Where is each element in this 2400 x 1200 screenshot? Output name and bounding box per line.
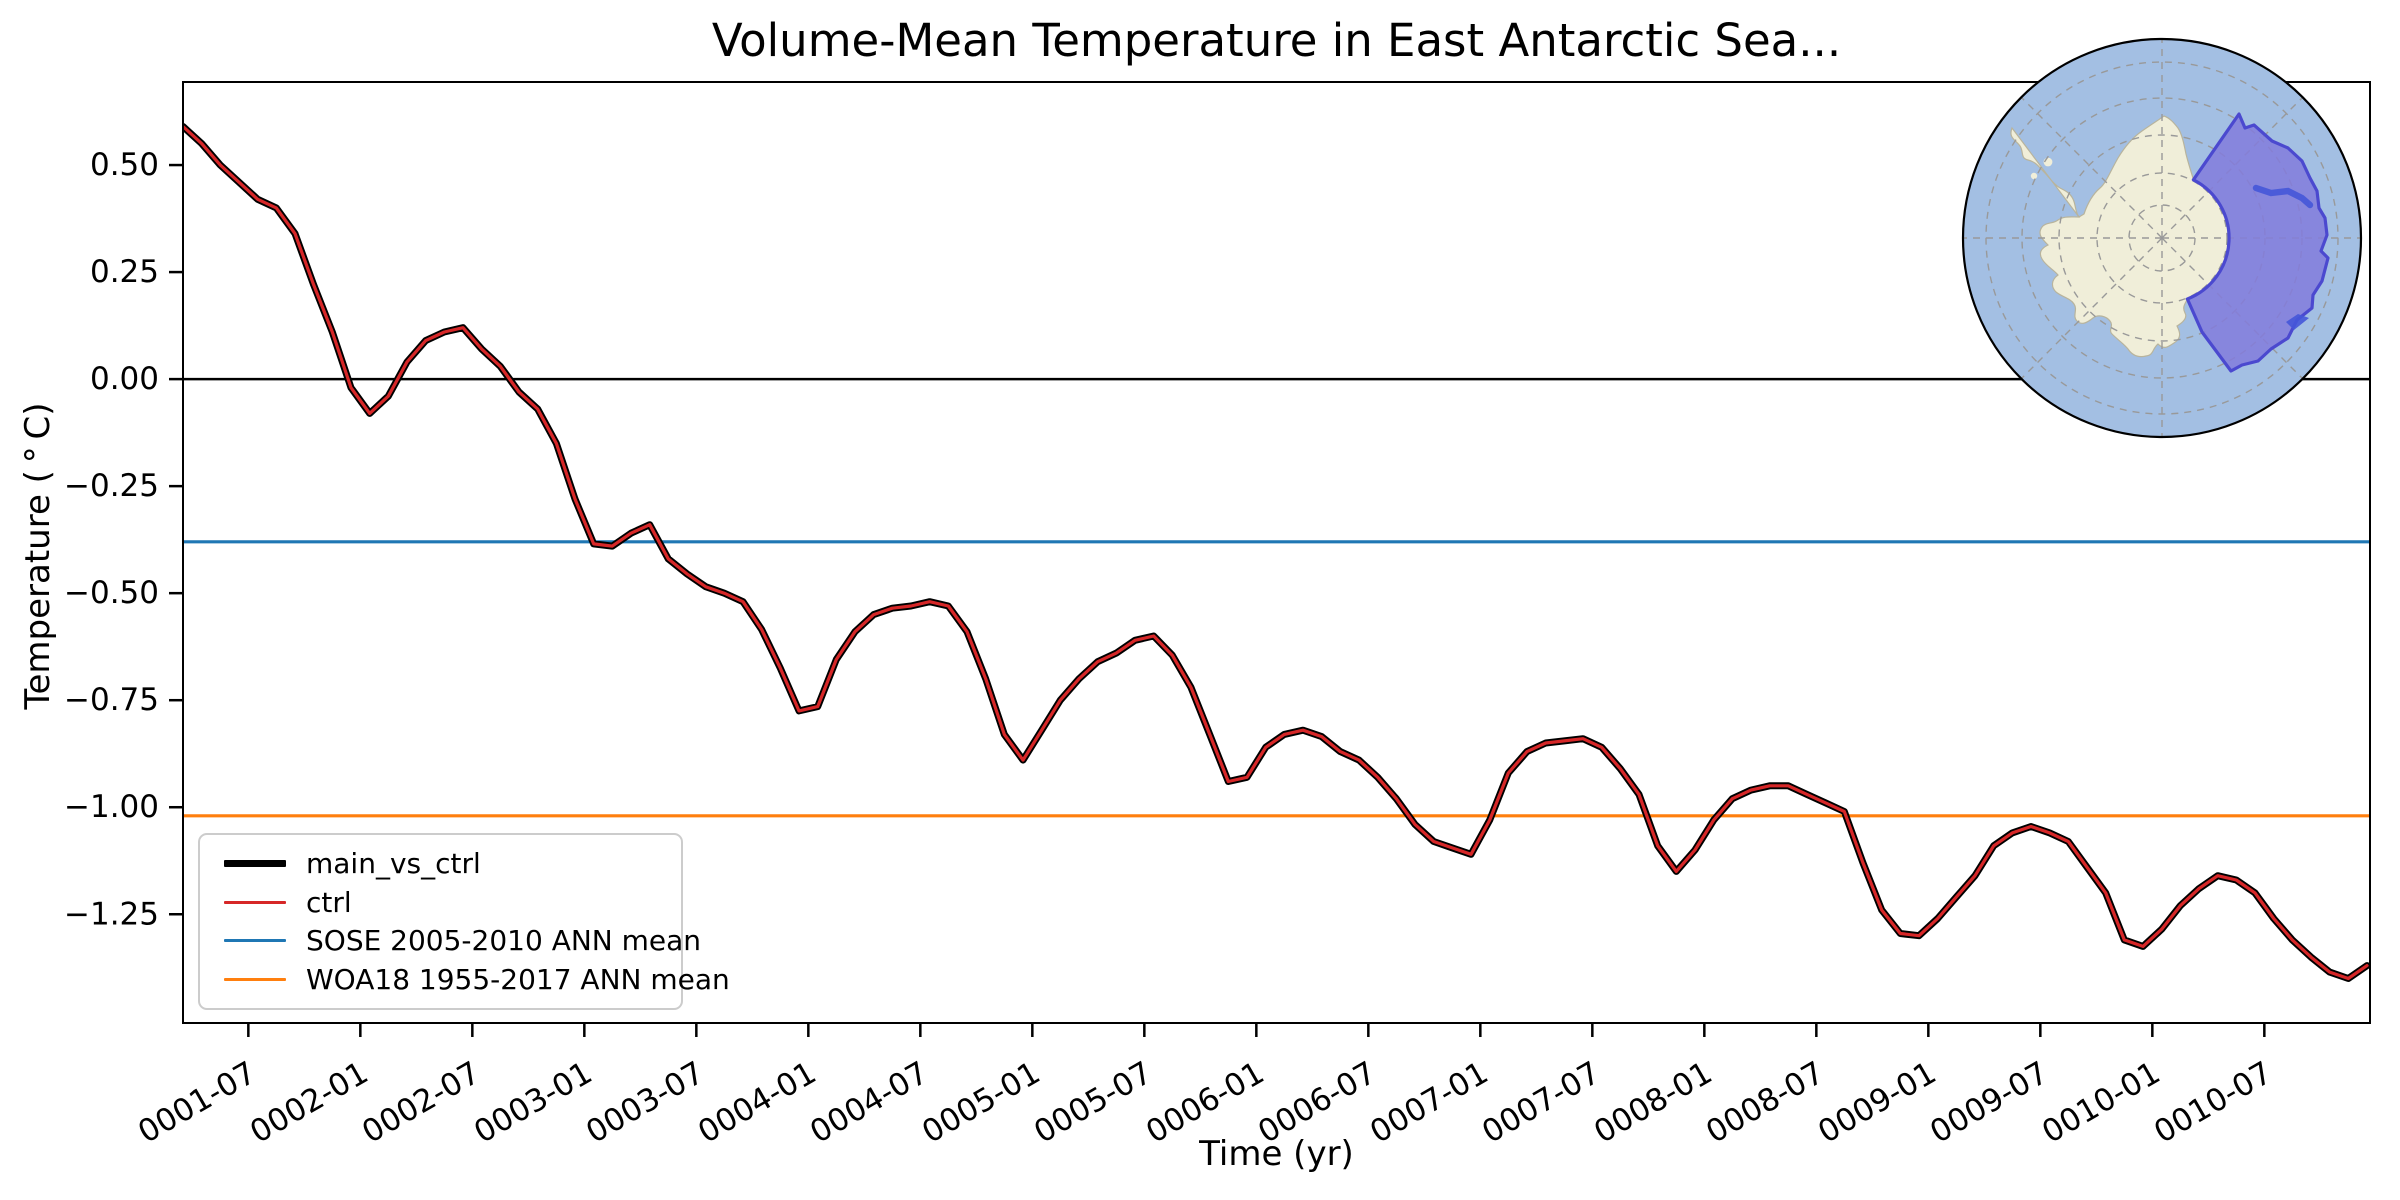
legend-line-swatch [224,900,286,904]
y-tick-label: −0.25 [64,468,159,504]
y-tick-label: 0.00 [90,361,159,397]
map-shelf-accent [2252,184,2314,209]
y-tick-label: −1.25 [64,896,159,932]
legend-entry: WOA18 1955-2017 ANN mean [200,963,730,996]
map-rim [1961,37,2363,439]
legend-label: ctrl [306,885,352,919]
map-antarctica-land [2010,115,2230,358]
legend-entry: ctrl [200,886,681,919]
legend-entry: main_vs_ctrl [200,847,681,880]
x-axis-label: Time (yr) [1199,1134,1354,1174]
legend-line-swatch [224,939,286,943]
map-island [2030,172,2038,180]
y-tick-label: 0.50 [90,147,159,183]
plot-area-content [183,123,2370,982]
legend-label: SOSE 2005-2010 ANN mean [306,924,702,958]
y-tick-label: −1.00 [64,789,159,825]
series-ctrl-line [183,124,2369,981]
map-east-antarctic-sector [2185,112,2330,373]
chart-title: Volume-Mean Temperature in East Antarcti… [711,14,1842,67]
y-axis-label: Temperature ( ° C) [18,402,58,710]
legend-label: main_vs_ctrl [306,846,481,880]
legend-line-swatch [224,978,286,982]
map-shelf-accent [2286,314,2309,330]
y-tick-label: −0.50 [64,575,159,611]
y-tick-label: 0.25 [90,254,159,290]
plot-area [182,81,2371,1024]
antarctica-inset-map [1961,37,2363,439]
legend-entry: SOSE 2005-2010 ANN mean [200,924,701,957]
legend-line-swatch [224,859,286,867]
legend-label: WOA18 1955-2017 ANN mean [306,963,730,997]
y-tick-label: −0.75 [64,682,159,718]
